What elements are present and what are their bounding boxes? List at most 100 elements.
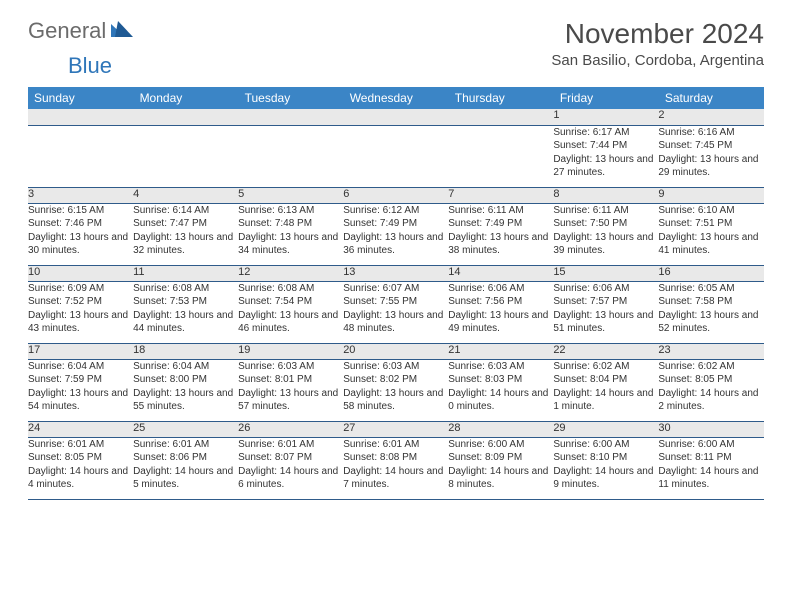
- day-content-cell: Sunrise: 6:12 AMSunset: 7:49 PMDaylight:…: [343, 203, 448, 265]
- daylight-line: Daylight: 13 hours and 43 minutes.: [28, 309, 133, 336]
- sunrise-line: Sunrise: 6:03 AM: [238, 360, 343, 374]
- logo-word1: General: [28, 18, 106, 44]
- daylight-line: Daylight: 13 hours and 34 minutes.: [238, 231, 343, 258]
- day-content-cell: Sunrise: 6:11 AMSunset: 7:49 PMDaylight:…: [448, 203, 553, 265]
- daylight-line: Daylight: 13 hours and 48 minutes.: [343, 309, 448, 336]
- sunrise-line: Sunrise: 6:03 AM: [448, 360, 553, 374]
- daylight-line: Daylight: 14 hours and 0 minutes.: [448, 387, 553, 414]
- daylight-line: Daylight: 13 hours and 32 minutes.: [133, 231, 238, 258]
- day-number-row: 10111213141516: [28, 265, 764, 281]
- weekday-header: Monday: [133, 87, 238, 109]
- day-content-cell: Sunrise: 6:01 AMSunset: 8:06 PMDaylight:…: [133, 437, 238, 499]
- sunset-line: Sunset: 8:02 PM: [343, 373, 448, 387]
- day-content-cell: [28, 125, 133, 187]
- day-number-cell: 23: [658, 343, 763, 359]
- day-content-cell: Sunrise: 6:06 AMSunset: 7:57 PMDaylight:…: [553, 281, 658, 343]
- day-number-cell: 14: [448, 265, 553, 281]
- daylight-line: Daylight: 14 hours and 1 minute.: [553, 387, 658, 414]
- daylight-line: Daylight: 14 hours and 9 minutes.: [553, 465, 658, 492]
- sunrise-line: Sunrise: 6:13 AM: [238, 204, 343, 218]
- day-number-cell: 18: [133, 343, 238, 359]
- day-number-cell: 4: [133, 187, 238, 203]
- sunset-line: Sunset: 8:05 PM: [28, 451, 133, 465]
- day-content-cell: Sunrise: 6:13 AMSunset: 7:48 PMDaylight:…: [238, 203, 343, 265]
- sunrise-line: Sunrise: 6:01 AM: [238, 438, 343, 452]
- day-content-cell: Sunrise: 6:08 AMSunset: 7:54 PMDaylight:…: [238, 281, 343, 343]
- weekday-header: Thursday: [448, 87, 553, 109]
- day-content-cell: Sunrise: 6:03 AMSunset: 8:02 PMDaylight:…: [343, 359, 448, 421]
- sunset-line: Sunset: 7:45 PM: [658, 139, 763, 153]
- day-number-cell: 15: [553, 265, 658, 281]
- day-number-cell: 5: [238, 187, 343, 203]
- sunrise-line: Sunrise: 6:11 AM: [553, 204, 658, 218]
- sunset-line: Sunset: 7:57 PM: [553, 295, 658, 309]
- sunrise-line: Sunrise: 6:04 AM: [133, 360, 238, 374]
- sunset-line: Sunset: 7:59 PM: [28, 373, 133, 387]
- day-number-cell: 30: [658, 421, 763, 437]
- sunrise-line: Sunrise: 6:00 AM: [553, 438, 658, 452]
- daylight-line: Daylight: 13 hours and 39 minutes.: [553, 231, 658, 258]
- day-number-cell: 13: [343, 265, 448, 281]
- day-number-cell: 11: [133, 265, 238, 281]
- sunset-line: Sunset: 7:51 PM: [658, 217, 763, 231]
- calendar-table: Sunday Monday Tuesday Wednesday Thursday…: [28, 87, 764, 500]
- day-number-cell: 21: [448, 343, 553, 359]
- sunrise-line: Sunrise: 6:03 AM: [343, 360, 448, 374]
- day-content-cell: Sunrise: 6:15 AMSunset: 7:46 PMDaylight:…: [28, 203, 133, 265]
- daylight-line: Daylight: 14 hours and 5 minutes.: [133, 465, 238, 492]
- sunrise-line: Sunrise: 6:16 AM: [658, 126, 763, 140]
- daylight-line: Daylight: 13 hours and 49 minutes.: [448, 309, 553, 336]
- daylight-line: Daylight: 14 hours and 2 minutes.: [658, 387, 763, 414]
- day-number-cell: 8: [553, 187, 658, 203]
- sunrise-line: Sunrise: 6:02 AM: [553, 360, 658, 374]
- sunrise-line: Sunrise: 6:00 AM: [658, 438, 763, 452]
- daylight-line: Daylight: 13 hours and 54 minutes.: [28, 387, 133, 414]
- daylight-line: Daylight: 13 hours and 27 minutes.: [553, 153, 658, 180]
- day-number-cell: 27: [343, 421, 448, 437]
- day-content-row: Sunrise: 6:15 AMSunset: 7:46 PMDaylight:…: [28, 203, 764, 265]
- day-content-row: Sunrise: 6:09 AMSunset: 7:52 PMDaylight:…: [28, 281, 764, 343]
- sunrise-line: Sunrise: 6:05 AM: [658, 282, 763, 296]
- daylight-line: Daylight: 13 hours and 51 minutes.: [553, 309, 658, 336]
- sunrise-line: Sunrise: 6:01 AM: [343, 438, 448, 452]
- sunset-line: Sunset: 7:49 PM: [448, 217, 553, 231]
- daylight-line: Daylight: 13 hours and 30 minutes.: [28, 231, 133, 258]
- day-number-cell: 2: [658, 109, 763, 125]
- sunset-line: Sunset: 8:11 PM: [658, 451, 763, 465]
- day-content-row: Sunrise: 6:17 AMSunset: 7:44 PMDaylight:…: [28, 125, 764, 187]
- sunset-line: Sunset: 8:01 PM: [238, 373, 343, 387]
- sunset-line: Sunset: 7:56 PM: [448, 295, 553, 309]
- daylight-line: Daylight: 14 hours and 7 minutes.: [343, 465, 448, 492]
- day-number-cell: 10: [28, 265, 133, 281]
- sunset-line: Sunset: 8:03 PM: [448, 373, 553, 387]
- sunrise-line: Sunrise: 6:04 AM: [28, 360, 133, 374]
- sunrise-line: Sunrise: 6:01 AM: [28, 438, 133, 452]
- daylight-line: Daylight: 14 hours and 4 minutes.: [28, 465, 133, 492]
- day-content-cell: Sunrise: 6:02 AMSunset: 8:04 PMDaylight:…: [553, 359, 658, 421]
- sunset-line: Sunset: 7:50 PM: [553, 217, 658, 231]
- weekday-header: Tuesday: [238, 87, 343, 109]
- day-number-cell: [28, 109, 133, 125]
- day-content-cell: Sunrise: 6:04 AMSunset: 7:59 PMDaylight:…: [28, 359, 133, 421]
- sunrise-line: Sunrise: 6:14 AM: [133, 204, 238, 218]
- daylight-line: Daylight: 13 hours and 29 minutes.: [658, 153, 763, 180]
- day-content-cell: Sunrise: 6:00 AMSunset: 8:09 PMDaylight:…: [448, 437, 553, 499]
- day-number-cell: 25: [133, 421, 238, 437]
- day-number-row: 24252627282930: [28, 421, 764, 437]
- daylight-line: Daylight: 13 hours and 36 minutes.: [343, 231, 448, 258]
- daylight-line: Daylight: 13 hours and 57 minutes.: [238, 387, 343, 414]
- day-content-cell: Sunrise: 6:01 AMSunset: 8:05 PMDaylight:…: [28, 437, 133, 499]
- sunset-line: Sunset: 7:49 PM: [343, 217, 448, 231]
- daylight-line: Daylight: 13 hours and 46 minutes.: [238, 309, 343, 336]
- day-content-cell: Sunrise: 6:04 AMSunset: 8:00 PMDaylight:…: [133, 359, 238, 421]
- sunset-line: Sunset: 7:52 PM: [28, 295, 133, 309]
- sunrise-line: Sunrise: 6:11 AM: [448, 204, 553, 218]
- sunset-line: Sunset: 8:09 PM: [448, 451, 553, 465]
- day-content-cell: Sunrise: 6:10 AMSunset: 7:51 PMDaylight:…: [658, 203, 763, 265]
- day-content-cell: Sunrise: 6:01 AMSunset: 8:08 PMDaylight:…: [343, 437, 448, 499]
- daylight-line: Daylight: 13 hours and 41 minutes.: [658, 231, 763, 258]
- day-number-cell: 28: [448, 421, 553, 437]
- day-content-row: Sunrise: 6:04 AMSunset: 7:59 PMDaylight:…: [28, 359, 764, 421]
- sunrise-line: Sunrise: 6:02 AM: [658, 360, 763, 374]
- day-content-cell: Sunrise: 6:02 AMSunset: 8:05 PMDaylight:…: [658, 359, 763, 421]
